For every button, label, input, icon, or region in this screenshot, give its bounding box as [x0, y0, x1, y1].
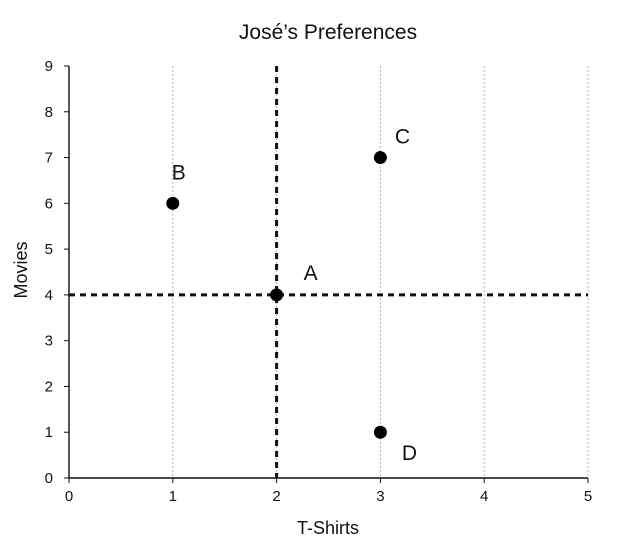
y-tick-label: 8: [45, 104, 53, 121]
x-tick-label: 5: [584, 488, 592, 505]
x-tick-label: 2: [272, 488, 280, 505]
reference-lines: [69, 66, 588, 478]
y-axis-label: Movies: [11, 241, 31, 298]
y-tick-label: 1: [45, 424, 53, 441]
y-tick-label: 9: [45, 58, 53, 75]
y-tick-label: 5: [45, 241, 53, 258]
point-a: [270, 288, 284, 302]
y-tick-label: 4: [45, 287, 53, 304]
y-tick-label: 7: [45, 150, 53, 167]
y-tick-label: 2: [45, 378, 53, 395]
point-d: [373, 425, 387, 439]
x-axis-label: T-Shirts: [297, 518, 359, 538]
x-tick-label: 4: [480, 488, 488, 505]
point-c: [373, 151, 387, 165]
chart-title: José’s Preferences: [239, 21, 417, 44]
y-tick-label: 0: [45, 470, 53, 487]
x-tick-label: 0: [65, 488, 73, 505]
data-points: [166, 151, 387, 439]
y-tick-label: 3: [45, 333, 53, 350]
axes: [64, 65, 589, 483]
x-tick-label: 1: [169, 488, 177, 505]
x-tick-label: 3: [376, 488, 384, 505]
point-label-c: C: [395, 126, 410, 149]
point-b: [166, 196, 180, 210]
point-label-a: A: [304, 262, 318, 285]
point-label-b: B: [172, 161, 186, 184]
y-tick-label: 6: [45, 195, 53, 212]
point-label-d: D: [402, 442, 417, 465]
tick-labels: 0 1 2 3 4 5 0 1 2 3 4 5 6 7 8 9 A B C D: [45, 58, 593, 505]
